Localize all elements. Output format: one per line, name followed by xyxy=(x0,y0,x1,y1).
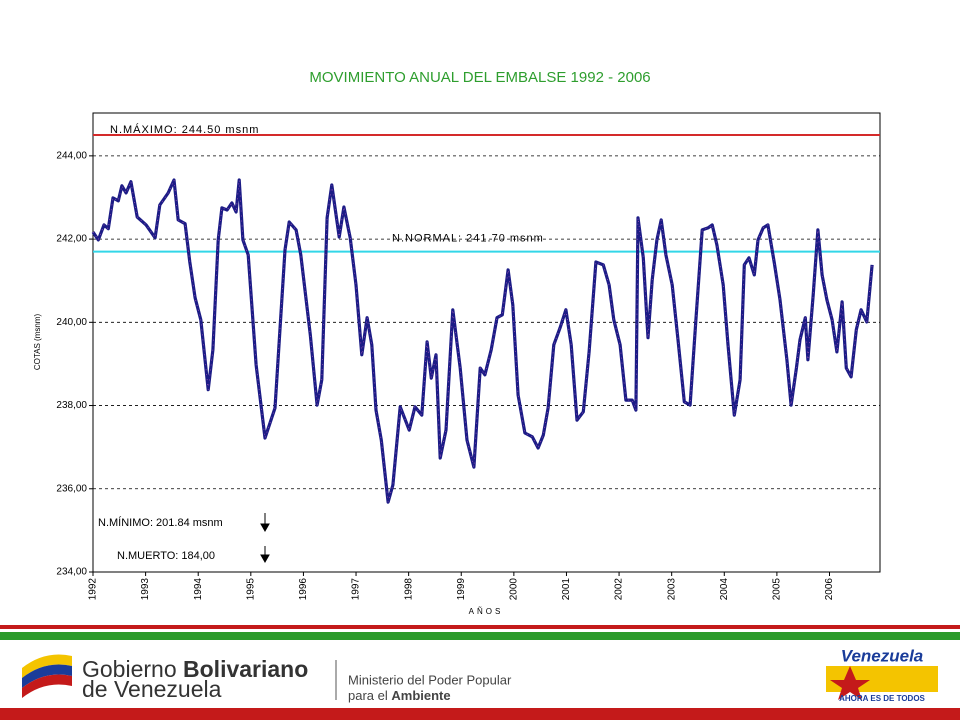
stripe xyxy=(0,708,960,720)
stripe xyxy=(0,632,960,640)
chart-title: MOVIMIENTO ANUAL DEL EMBALSE 1992 - 2006 xyxy=(309,69,650,86)
plot-frame xyxy=(92,112,881,573)
x-tick-label: 2002 xyxy=(614,578,625,601)
slogan: AHORA ES DE TODOS xyxy=(839,694,925,703)
annotation: N.MÍNIMO: 201.84 msnm xyxy=(98,516,223,529)
x-tick-label: 2005 xyxy=(772,578,783,601)
gov-text: Gobierno Bolivariano xyxy=(82,656,308,682)
x-axis-label: AÑOS xyxy=(469,607,504,616)
x-tick-label: 1996 xyxy=(298,578,309,601)
y-tick-label: 240,00 xyxy=(56,317,87,328)
y-axis-label: COTAS (msnm) xyxy=(33,314,42,371)
y-tick-label: 236,00 xyxy=(56,483,87,494)
x-tick-label: 2004 xyxy=(719,578,730,601)
x-tick-label: 2003 xyxy=(666,578,677,601)
data-line-highlight xyxy=(92,178,873,503)
reference-label: N.NORMAL: 241.70 msnm xyxy=(392,232,544,244)
x-tick-label: 2000 xyxy=(508,578,519,601)
gov-logo xyxy=(22,654,72,698)
slogan: Venezuela xyxy=(841,646,924,665)
x-tick-label: 2001 xyxy=(561,578,572,601)
x-tick-label: 1993 xyxy=(140,578,151,601)
x-tick-label: 1997 xyxy=(351,578,362,601)
ministry-text: Ministerio del Poder Popular xyxy=(348,672,512,687)
ministry-text: para el Ambiente xyxy=(348,688,451,703)
arrows xyxy=(260,513,270,564)
x-tick-label: 1994 xyxy=(193,578,204,601)
slogan-star xyxy=(830,666,870,700)
chart: 234,00 236,00 238,00 240,00 242,00 244,00 1992… xyxy=(56,123,880,600)
y-tick-label: 242,00 xyxy=(56,234,87,245)
y-tick-label: 238,00 xyxy=(56,400,87,411)
annotation: N.MUERTO: 184,00 xyxy=(117,550,215,562)
x-tick-label: 2006 xyxy=(824,578,835,601)
stripe xyxy=(0,625,960,629)
y-tick-label: 234,00 xyxy=(56,567,87,578)
x-tick-label: 1998 xyxy=(403,578,414,601)
gov-text: de Venezuela xyxy=(82,676,222,702)
x-tick-label: 1995 xyxy=(245,578,256,601)
y-tick-label: 244,00 xyxy=(56,151,87,162)
data-line xyxy=(91,178,874,504)
x-tick-label: 1992 xyxy=(88,578,99,601)
x-tick-label: 1999 xyxy=(456,578,467,601)
reference-label: N.MÁXIMO: 244.50 msnm xyxy=(110,123,259,136)
